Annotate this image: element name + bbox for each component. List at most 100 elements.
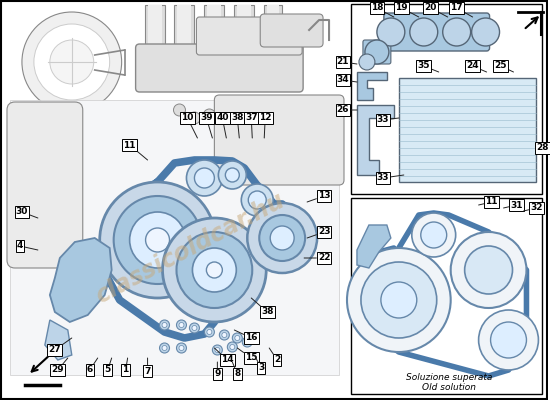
Circle shape: [162, 346, 167, 350]
Text: 5: 5: [104, 358, 112, 374]
Text: 38: 38: [231, 114, 244, 138]
Text: 33: 33: [377, 116, 399, 124]
Circle shape: [410, 18, 438, 46]
Text: 4: 4: [16, 242, 38, 250]
Bar: [267, 5, 279, 50]
Text: classicoldcar.hu: classicoldcar.hu: [91, 188, 288, 308]
Text: 29: 29: [52, 358, 68, 374]
Circle shape: [377, 18, 405, 46]
Circle shape: [245, 340, 250, 344]
Polygon shape: [357, 225, 391, 268]
Text: 33: 33: [377, 174, 404, 182]
Circle shape: [114, 196, 201, 284]
Text: 24: 24: [466, 62, 487, 72]
Circle shape: [22, 12, 122, 112]
Text: 38: 38: [251, 298, 273, 316]
Text: 3: 3: [254, 355, 265, 372]
Circle shape: [206, 262, 222, 278]
Text: 17: 17: [450, 4, 472, 17]
Polygon shape: [45, 320, 72, 360]
Text: 27: 27: [48, 338, 72, 354]
Text: 30: 30: [16, 208, 38, 218]
Text: 1: 1: [123, 358, 129, 374]
Circle shape: [100, 182, 216, 298]
Circle shape: [259, 215, 305, 261]
Circle shape: [270, 226, 294, 250]
Text: 28: 28: [536, 144, 549, 155]
Circle shape: [230, 344, 235, 350]
Circle shape: [215, 348, 220, 352]
Circle shape: [478, 310, 538, 370]
Circle shape: [248, 203, 317, 273]
Circle shape: [195, 168, 214, 188]
Text: 34: 34: [337, 76, 357, 84]
FancyBboxPatch shape: [399, 78, 536, 182]
Polygon shape: [104, 215, 168, 270]
FancyBboxPatch shape: [136, 44, 303, 92]
Bar: [351, 4, 542, 194]
Circle shape: [222, 332, 227, 338]
Bar: [174, 5, 195, 50]
Circle shape: [491, 322, 526, 358]
Bar: [351, 198, 542, 394]
Text: 2: 2: [269, 348, 280, 364]
Text: 16: 16: [234, 330, 257, 342]
Circle shape: [243, 337, 252, 347]
Circle shape: [361, 262, 437, 338]
Bar: [147, 5, 162, 50]
Text: 22: 22: [304, 254, 331, 262]
Circle shape: [241, 184, 273, 216]
Circle shape: [179, 322, 184, 328]
Text: 23: 23: [307, 228, 331, 238]
Text: 10: 10: [182, 114, 197, 138]
Circle shape: [173, 104, 185, 116]
FancyBboxPatch shape: [384, 13, 490, 51]
Bar: [237, 5, 251, 50]
Circle shape: [443, 18, 471, 46]
Circle shape: [421, 222, 447, 248]
Text: 31: 31: [504, 200, 522, 210]
Circle shape: [179, 346, 184, 350]
Polygon shape: [50, 238, 112, 322]
Text: 11: 11: [478, 198, 498, 206]
Text: 14: 14: [214, 348, 234, 364]
Text: 15: 15: [237, 348, 257, 362]
Circle shape: [212, 345, 222, 355]
Circle shape: [130, 212, 185, 268]
Circle shape: [227, 342, 237, 352]
Bar: [10, 100, 339, 375]
Text: Soluzione superata: Soluzione superata: [405, 372, 492, 382]
Circle shape: [235, 336, 240, 340]
Circle shape: [160, 343, 169, 353]
Circle shape: [162, 322, 167, 328]
Text: 35: 35: [417, 62, 439, 72]
Text: 6: 6: [86, 358, 98, 374]
Bar: [178, 5, 191, 50]
Circle shape: [205, 327, 214, 337]
Polygon shape: [357, 105, 394, 175]
FancyBboxPatch shape: [214, 95, 344, 185]
Bar: [234, 5, 254, 50]
Text: 13: 13: [307, 192, 331, 202]
Text: Old solution: Old solution: [422, 382, 476, 392]
Circle shape: [192, 326, 197, 330]
Circle shape: [177, 343, 186, 353]
Bar: [205, 5, 224, 50]
Circle shape: [226, 168, 239, 182]
Circle shape: [207, 330, 212, 334]
Circle shape: [365, 40, 389, 64]
Text: 32: 32: [524, 204, 543, 212]
Bar: [207, 5, 221, 50]
Text: 40: 40: [216, 114, 229, 138]
Circle shape: [347, 248, 450, 352]
Circle shape: [248, 191, 266, 209]
FancyBboxPatch shape: [260, 14, 323, 47]
Text: 8: 8: [232, 362, 240, 378]
Text: 37: 37: [245, 114, 257, 138]
Text: 20: 20: [425, 4, 448, 17]
FancyBboxPatch shape: [196, 17, 302, 55]
Text: 25: 25: [494, 62, 514, 72]
Circle shape: [232, 333, 243, 343]
Circle shape: [177, 320, 186, 330]
FancyBboxPatch shape: [363, 40, 391, 64]
